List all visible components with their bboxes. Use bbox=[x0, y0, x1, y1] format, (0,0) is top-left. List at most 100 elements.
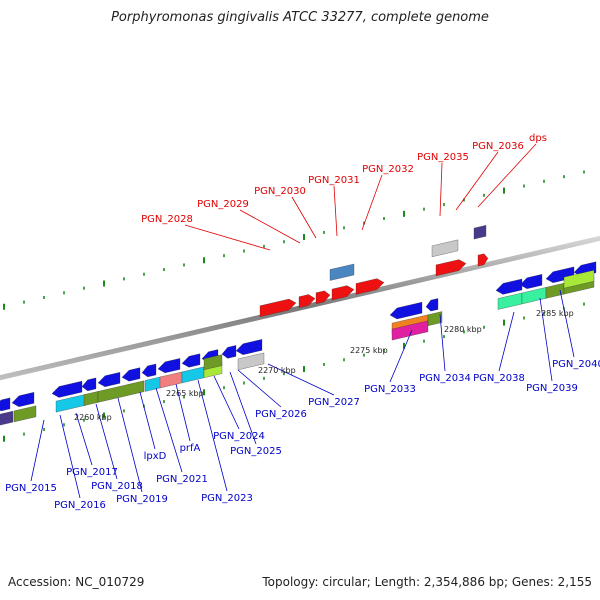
gene-label: PGN_2032 bbox=[362, 164, 414, 175]
gene-label: PGN_2038 bbox=[473, 373, 525, 384]
gene-label: PGN_2039 bbox=[526, 383, 578, 394]
gene-arrow bbox=[435, 259, 467, 277]
gene-label: PGN_2019 bbox=[116, 494, 168, 505]
scale-labels: 2260 kbp 2265 kbp 2270 kbp 2275 kbp 2280 kbp… bbox=[74, 309, 574, 422]
gene-arrow bbox=[97, 372, 121, 387]
gene-label: PGN_2016 bbox=[54, 500, 106, 511]
scale-label: 2260 kbp bbox=[74, 413, 112, 422]
gene-arrow bbox=[425, 298, 439, 312]
gene-arrow bbox=[0, 410, 14, 426]
gene-arrow bbox=[521, 287, 547, 305]
gene-label: PGN_2027 bbox=[308, 397, 360, 408]
scale-label: 2270 kbp bbox=[258, 366, 296, 375]
leader-line bbox=[455, 151, 499, 211]
topology-info: Topology: circular; Length: 2,354,886 bp… bbox=[262, 575, 592, 589]
gene-label: PGN_2021 bbox=[156, 474, 208, 485]
gene-arrow bbox=[237, 352, 265, 371]
scale-label: 2280 kbp bbox=[444, 325, 482, 334]
leader-line bbox=[155, 387, 183, 473]
gene-arrow bbox=[495, 278, 523, 295]
leader-line bbox=[439, 162, 443, 217]
gene-label: PGN_2024 bbox=[213, 431, 265, 442]
gene-arrow bbox=[298, 294, 316, 308]
gene-label: PGN_2035 bbox=[417, 152, 469, 163]
gene-arrow bbox=[391, 320, 429, 341]
leader-line bbox=[291, 196, 317, 239]
leader-line bbox=[559, 289, 575, 358]
gene-arrow bbox=[0, 397, 11, 412]
gene-arrow bbox=[181, 353, 201, 368]
leader-line bbox=[197, 379, 228, 492]
scale-label: 2265 kbp bbox=[166, 389, 204, 398]
gene-label: PGN_2025 bbox=[230, 446, 282, 457]
leader-line bbox=[439, 313, 446, 372]
gene-arrow bbox=[477, 253, 489, 267]
leader-line bbox=[117, 397, 143, 493]
gene-arrow bbox=[181, 366, 205, 384]
gene-arrow bbox=[389, 301, 423, 320]
gene-arrow bbox=[497, 292, 523, 310]
leader-line bbox=[237, 369, 282, 408]
scale-label: 2285 kbp bbox=[536, 309, 574, 318]
gene-arrow bbox=[331, 285, 355, 301]
leader-line bbox=[229, 371, 257, 445]
scale-label: 2275 kbp bbox=[350, 346, 388, 355]
accession-info: Accession: NC_010729 bbox=[8, 575, 145, 589]
leader-line bbox=[389, 329, 413, 383]
gene-label: PGN_2034 bbox=[419, 373, 471, 384]
gene-label: PGN_2040 bbox=[552, 359, 600, 370]
leader-line bbox=[239, 209, 301, 244]
gene-arrow bbox=[157, 358, 181, 374]
leader-line bbox=[477, 143, 537, 208]
gene-label: PGN_2018 bbox=[91, 481, 143, 492]
gene-features bbox=[0, 225, 597, 426]
gene-label: PGN_2033 bbox=[364, 384, 416, 395]
gene-arrow bbox=[427, 311, 443, 326]
label-leaders bbox=[30, 143, 575, 499]
leader-line bbox=[213, 375, 240, 430]
gene-arrow bbox=[141, 363, 157, 378]
leader-line bbox=[75, 412, 93, 466]
gene-label: PGN_2036 bbox=[472, 141, 524, 152]
gene-arrow bbox=[144, 376, 162, 392]
gene-arrow bbox=[563, 270, 595, 289]
gene-arrow bbox=[13, 405, 37, 423]
gene-arrow bbox=[11, 392, 35, 407]
leader-line bbox=[175, 383, 191, 442]
leader-line bbox=[539, 297, 553, 382]
leader-line bbox=[184, 224, 271, 251]
gene-arrow bbox=[97, 380, 145, 403]
gene-label: PGN_2026 bbox=[255, 409, 307, 420]
leader-line bbox=[59, 414, 81, 499]
gene-arrow bbox=[203, 354, 223, 370]
gene-arrow bbox=[51, 380, 83, 398]
gene-labels: PGN_2028 PGN_2029 PGN_2030PGN_2031PGN_2032… bbox=[5, 133, 600, 511]
gene-arrow bbox=[355, 278, 385, 295]
gene-label: PGN_2030 bbox=[254, 186, 306, 197]
gene-label: PGN_2028 bbox=[141, 214, 193, 225]
gene-arrow bbox=[315, 290, 331, 304]
gene-label: prfA bbox=[180, 443, 201, 454]
gene-label: PGN_2017 bbox=[66, 467, 118, 478]
leader-line bbox=[139, 391, 156, 450]
genome-backbone bbox=[0, 235, 600, 381]
leader-line bbox=[267, 363, 335, 396]
gene-arrow bbox=[329, 263, 355, 281]
gene-label: PGN_2015 bbox=[5, 483, 57, 494]
leader-line bbox=[361, 174, 383, 231]
gene-arrow bbox=[235, 339, 263, 355]
map-title: Porphyromonas gingivalis ATCC 33277, com… bbox=[111, 10, 489, 25]
gene-label: PGN_2029 bbox=[197, 199, 249, 210]
gene-label: PGN_2031 bbox=[308, 175, 360, 186]
gene-arrow bbox=[519, 274, 543, 289]
gene-label: lpxD bbox=[144, 451, 167, 462]
leader-line bbox=[498, 311, 515, 372]
gene-arrow bbox=[81, 377, 97, 391]
gene-arrow bbox=[221, 345, 237, 359]
leader-line bbox=[30, 419, 45, 482]
leader-line bbox=[333, 185, 338, 237]
gene-arrow bbox=[473, 225, 487, 240]
gene-label: PGN_2023 bbox=[201, 493, 253, 504]
gene-label: dps bbox=[529, 133, 547, 144]
